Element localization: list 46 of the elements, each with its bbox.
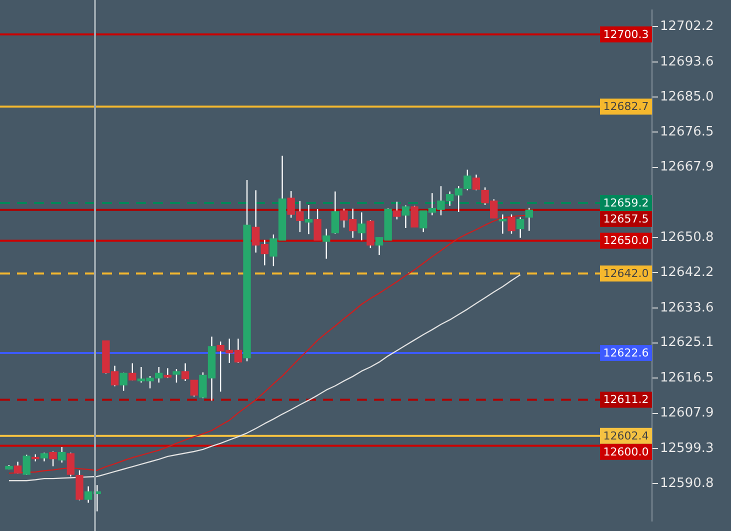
candlestick [181,362,190,382]
candlestick [358,212,366,241]
candlestick [164,368,172,379]
y-tick-label: 12599.3 [660,440,714,456]
candlestick [314,208,322,241]
y-tick-label: 12616.5 [660,370,714,386]
y-tick-label: 12633.6 [660,300,714,316]
candlestick [49,450,57,467]
ref-line-label: 12682.7 [603,100,649,113]
candlestick [393,201,401,220]
candlestick [525,207,533,232]
candlestick [402,204,410,229]
y-tick-label: 12625.1 [660,335,714,350]
y-tick-label: 12667.9 [660,160,714,175]
y-tick-label: 12650.8 [660,230,714,245]
ref-line-label: 12657.5 [603,212,649,226]
y-tick-label: 12693.6 [660,54,714,70]
y-tick-label: 12642.2 [660,265,714,280]
candlestick [322,228,330,260]
ref-line-label: 12611.2 [603,393,649,406]
ref-line-label: 12659.2 [603,196,649,210]
candlestick [508,214,516,234]
candlestick [410,205,418,228]
candlestick [22,454,30,476]
candlestick [172,368,180,384]
candlestick [190,380,198,398]
ref-line-label: 12642.0 [603,266,649,280]
ref-line-label: 12700.3 [603,28,649,41]
candlestick [58,446,66,464]
candlestick [498,214,507,234]
ref-line-label: 12650.0 [603,234,649,248]
ref-line-label: 12600.0 [603,445,649,458]
candlestick [120,372,128,392]
y-tick-label: 12676.5 [660,124,714,140]
candlestick [516,216,524,238]
y-tick-label: 12607.9 [660,406,714,421]
ref-line-label: 12602.4 [603,429,649,442]
y-tick-label: 12685.0 [660,90,714,105]
candlestick [331,190,339,234]
candlestick [128,362,136,382]
candlestick [472,174,480,191]
candlestick [304,204,313,235]
candlestick [66,452,75,478]
y-tick-label: 12590.8 [660,476,714,491]
y-tick-label: 12702.2 [660,18,714,34]
ref-line-label: 12622.6 [603,346,649,360]
